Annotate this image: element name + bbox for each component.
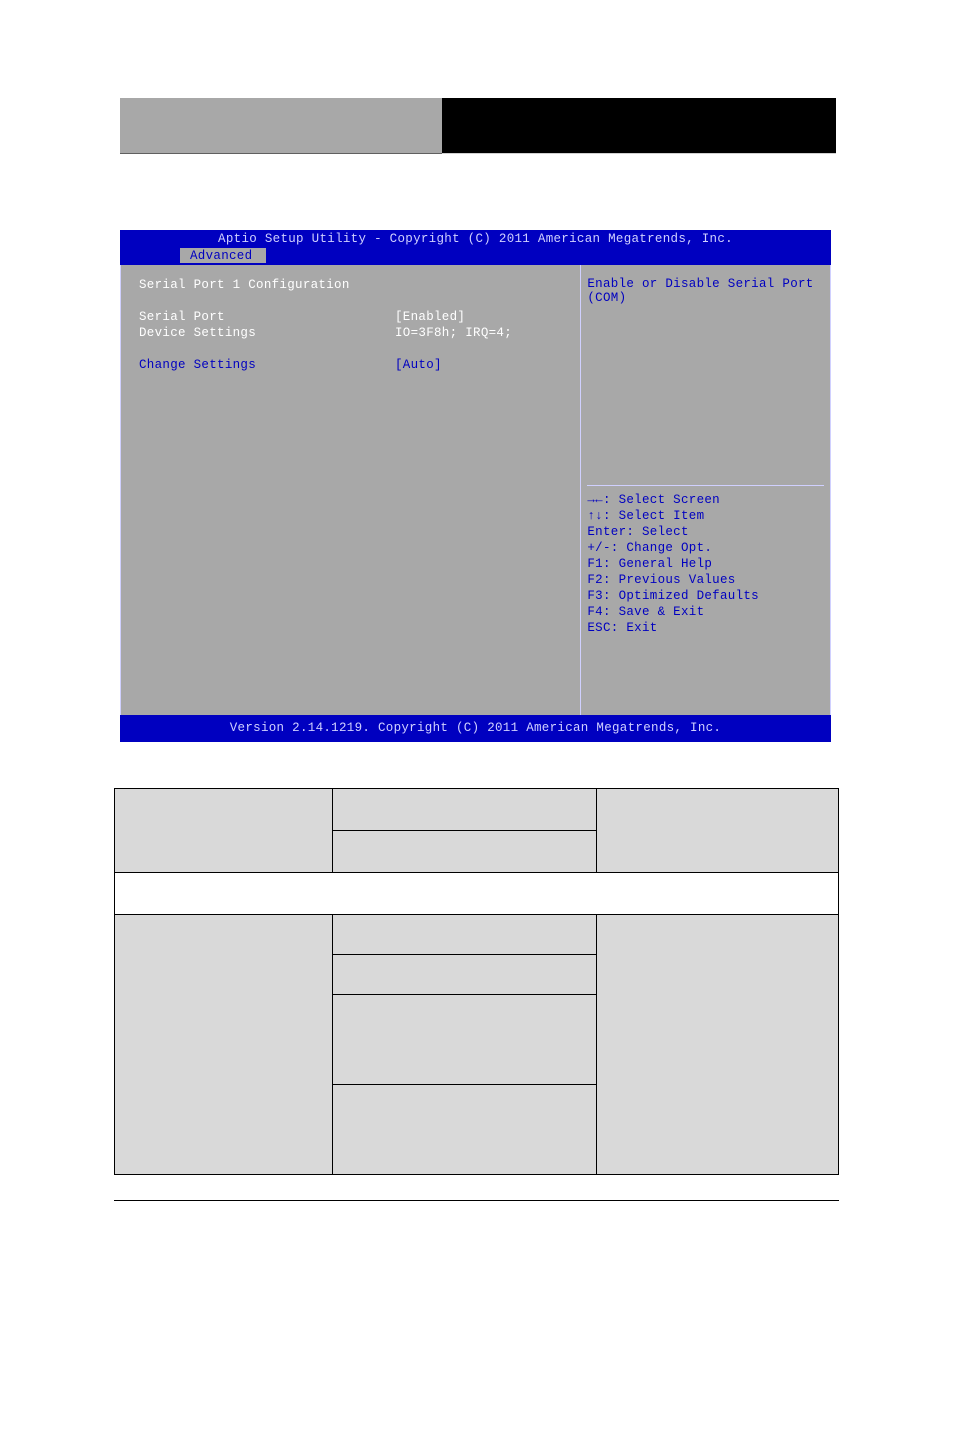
spacer	[139, 341, 574, 357]
device-settings-label: Device Settings	[139, 325, 395, 341]
cell-a1	[115, 789, 333, 873]
cell-c1	[597, 789, 839, 873]
page-footer-divider	[114, 1200, 839, 1201]
table-separator-row	[115, 873, 839, 915]
nav-help-8: ESC: Exit	[587, 620, 824, 636]
cell-b3	[333, 915, 597, 955]
change-settings-label: Change Settings	[139, 357, 395, 373]
nav-help-1: ↑↓: Select Item	[587, 508, 824, 524]
separator-cell	[115, 873, 839, 915]
bios-screen: Aptio Setup Utility - Copyright (C) 2011…	[120, 230, 831, 742]
bios-side-panel: Enable or Disable Serial Port (COM) →←: …	[580, 265, 830, 715]
header-left-region	[120, 98, 442, 154]
header-right-region	[442, 98, 836, 154]
tab-advanced[interactable]: Advanced	[180, 248, 266, 263]
bios-main-panel: Serial Port 1 Configuration Serial Port …	[121, 265, 580, 715]
serial-port-value: [Enabled]	[395, 309, 465, 325]
settings-table	[114, 788, 839, 1175]
nav-help-5: F2: Previous Values	[587, 572, 824, 588]
table-row	[115, 915, 839, 955]
cell-b2	[333, 831, 597, 873]
help-text-line2: (COM)	[587, 291, 824, 305]
cell-b4	[333, 955, 597, 995]
cell-a3	[115, 915, 333, 1175]
nav-help-4: F1: General Help	[587, 556, 824, 572]
help-text-line1: Enable or Disable Serial Port	[587, 277, 824, 291]
nav-help-3: +/-: Change Opt.	[587, 540, 824, 556]
cell-b5	[333, 995, 597, 1085]
nav-help-7: F4: Save & Exit	[587, 604, 824, 620]
cell-c3	[597, 915, 839, 1175]
bios-title-bar: Aptio Setup Utility - Copyright (C) 2011…	[120, 230, 831, 265]
cell-b6	[333, 1085, 597, 1175]
nav-help-2: Enter: Select	[587, 524, 824, 540]
bios-nav-help: →←: Select Screen ↑↓: Select Item Enter:…	[587, 485, 824, 636]
device-settings-value: IO=3F8h; IRQ=4;	[395, 325, 512, 341]
bios-footer: Version 2.14.1219. Copyright (C) 2011 Am…	[120, 715, 831, 742]
cell-b1	[333, 789, 597, 831]
bios-section-title: Serial Port 1 Configuration	[139, 277, 574, 293]
row-device-settings: Device Settings IO=3F8h; IRQ=4;	[139, 325, 574, 341]
serial-port-label: Serial Port	[139, 309, 395, 325]
change-settings-value: [Auto]	[395, 357, 442, 373]
row-change-settings[interactable]: Change Settings [Auto]	[139, 357, 574, 373]
bios-title: Aptio Setup Utility - Copyright (C) 2011…	[120, 232, 831, 246]
row-serial-port[interactable]: Serial Port [Enabled]	[139, 309, 574, 325]
bios-body: Serial Port 1 Configuration Serial Port …	[120, 265, 831, 715]
table-row	[115, 789, 839, 831]
nav-help-6: F3: Optimized Defaults	[587, 588, 824, 604]
nav-help-0: →←: Select Screen	[587, 492, 824, 508]
page-header-bar	[120, 98, 836, 154]
